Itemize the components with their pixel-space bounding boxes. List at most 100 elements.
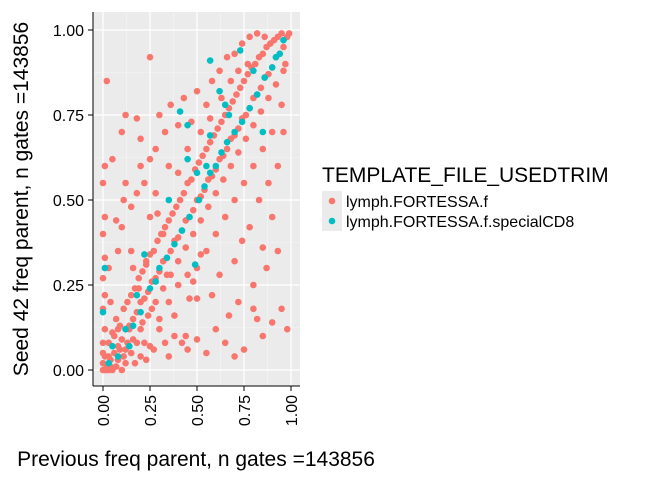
data-point bbox=[156, 111, 163, 119]
data-point bbox=[129, 315, 137, 323]
data-point bbox=[131, 359, 139, 367]
data-point bbox=[146, 285, 154, 292]
data-point bbox=[101, 264, 109, 272]
data-point bbox=[144, 312, 152, 319]
data-point bbox=[173, 203, 180, 211]
legend-label-lymph-fortessa-f: lymph.FORTESSA.f bbox=[346, 194, 489, 211]
data-point bbox=[206, 138, 214, 146]
data-point bbox=[127, 247, 135, 255]
data-point bbox=[165, 353, 173, 360]
x-tick-label: 1.00 bbox=[284, 395, 301, 426]
data-point bbox=[231, 128, 238, 136]
data-point bbox=[203, 349, 210, 357]
x-tick-label: 0.50 bbox=[190, 395, 207, 426]
data-point bbox=[141, 295, 148, 302]
data-point bbox=[216, 271, 223, 279]
data-point bbox=[274, 162, 282, 170]
data-point bbox=[282, 60, 289, 68]
data-point bbox=[152, 278, 159, 285]
data-point bbox=[250, 281, 257, 289]
data-point bbox=[150, 346, 158, 353]
data-point bbox=[223, 145, 231, 153]
data-point bbox=[171, 312, 178, 319]
data-point bbox=[124, 298, 131, 306]
data-point bbox=[184, 145, 191, 153]
data-point bbox=[182, 332, 190, 340]
data-point bbox=[122, 325, 129, 333]
data-point bbox=[278, 101, 285, 109]
data-point bbox=[133, 115, 141, 122]
data-point bbox=[112, 217, 120, 224]
data-point bbox=[137, 308, 144, 316]
data-point bbox=[137, 135, 144, 143]
data-point bbox=[218, 118, 225, 126]
data-point bbox=[165, 196, 173, 204]
data-point bbox=[212, 162, 220, 170]
data-point bbox=[99, 179, 107, 187]
data-point bbox=[257, 108, 265, 115]
data-point bbox=[159, 230, 167, 238]
data-point bbox=[171, 332, 178, 340]
data-point bbox=[120, 353, 127, 360]
data-point bbox=[251, 60, 259, 68]
data-point bbox=[174, 234, 182, 241]
data-point bbox=[137, 162, 144, 170]
data-point bbox=[250, 305, 257, 313]
data-point bbox=[250, 162, 257, 170]
data-point bbox=[118, 223, 126, 231]
data-point bbox=[212, 230, 220, 238]
data-point bbox=[146, 213, 154, 221]
data-point bbox=[280, 36, 287, 44]
data-point bbox=[225, 312, 233, 319]
data-point bbox=[240, 77, 248, 85]
data-point bbox=[109, 155, 116, 163]
data-point bbox=[161, 339, 169, 347]
data-point bbox=[195, 159, 203, 166]
data-point bbox=[216, 67, 223, 75]
data-point bbox=[263, 264, 270, 272]
data-point bbox=[250, 67, 257, 75]
data-point bbox=[139, 268, 146, 275]
legend: TEMPLATE_FILE_USEDTRIM lymph.FORTESSA.f … bbox=[322, 164, 609, 231]
data-point bbox=[101, 291, 109, 299]
data-point bbox=[246, 104, 253, 112]
data-point bbox=[127, 203, 135, 211]
data-point bbox=[257, 84, 265, 92]
data-point bbox=[223, 53, 231, 61]
x-tick-label: 0.00 bbox=[96, 395, 113, 426]
data-point bbox=[184, 271, 191, 279]
data-point bbox=[116, 346, 124, 353]
data-point bbox=[220, 176, 227, 183]
data-point bbox=[193, 169, 201, 177]
data-point bbox=[114, 325, 122, 333]
x-axis-ticks: 0.00 0.25 0.50 0.75 1.00 bbox=[96, 386, 301, 426]
data-point bbox=[135, 285, 143, 292]
data-point bbox=[268, 128, 276, 136]
data-point bbox=[101, 325, 109, 333]
data-point bbox=[146, 53, 154, 61]
data-point bbox=[203, 247, 210, 255]
data-point bbox=[193, 87, 201, 95]
data-point bbox=[233, 91, 240, 98]
data-point bbox=[169, 210, 176, 217]
data-point bbox=[242, 111, 250, 119]
data-point bbox=[142, 257, 150, 265]
data-point bbox=[238, 237, 246, 245]
legend-key-lymph-fortessa-f-specialcd8 bbox=[328, 217, 336, 225]
data-point bbox=[152, 145, 159, 153]
series-lymph-fortessa-f bbox=[99, 30, 293, 374]
data-point bbox=[165, 162, 173, 170]
data-point bbox=[272, 81, 280, 88]
data-point bbox=[218, 149, 225, 156]
data-point bbox=[197, 217, 205, 224]
x-axis-label: Previous freq parent, n gates =143856 bbox=[17, 448, 375, 471]
data-point bbox=[174, 169, 182, 177]
data-point bbox=[189, 230, 197, 238]
data-point bbox=[122, 111, 129, 119]
data-point bbox=[259, 50, 267, 58]
data-point bbox=[146, 155, 154, 163]
data-point bbox=[186, 295, 193, 302]
data-point bbox=[167, 101, 174, 109]
data-point bbox=[265, 179, 272, 187]
